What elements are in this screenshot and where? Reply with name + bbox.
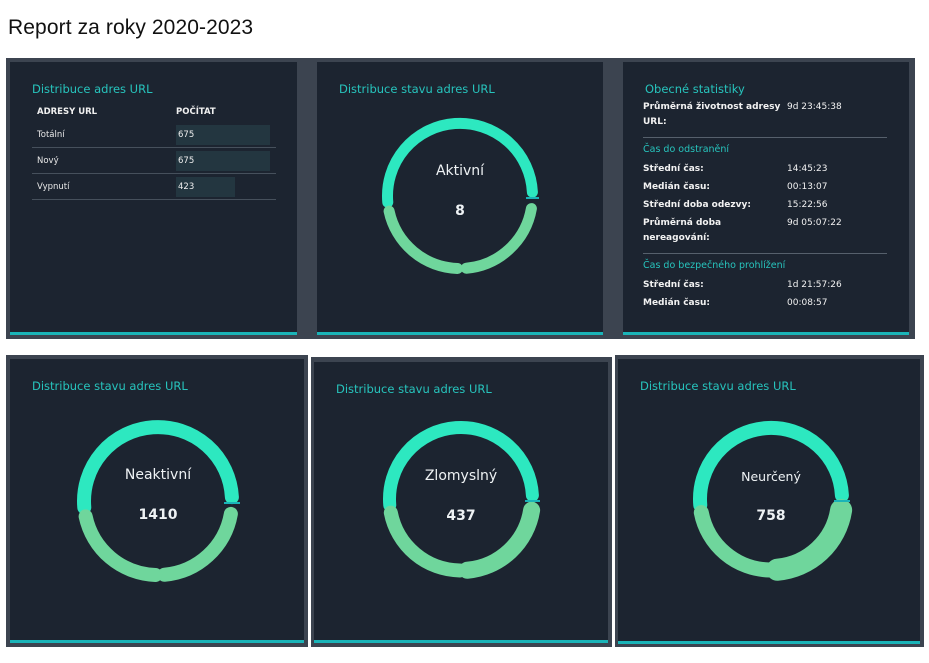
stat-value: 1d 21:57:26 <box>787 280 842 290</box>
status-donut-panel-malicious: Distribuce stavu adres URL Zlomyslný 437 <box>314 362 608 643</box>
row-count: 423 <box>178 181 195 192</box>
stat-row: Medián času: 00:13:07 <box>643 180 887 195</box>
count-bar <box>176 150 270 171</box>
panel-bottom-bar <box>618 641 920 644</box>
stat-row: Průměrná životnost adresy URL: 9d 23:45:… <box>643 100 887 130</box>
page-title: Report za roky 2020-2023 <box>8 16 254 39</box>
row-count: 675 <box>178 155 195 166</box>
count-bar <box>176 176 235 197</box>
stat-value: 00:13:07 <box>787 182 828 192</box>
url-distribution-panel: Distribuce adres URL ADRESY URL POČÍTAT … <box>10 62 297 335</box>
section-title-safe-browsing: Čas do bezpečného prohlížení <box>643 260 786 271</box>
section-title-removal: Čas do odstranění <box>643 144 730 155</box>
panel-bottom-bar <box>623 332 909 335</box>
status-donut-chart <box>383 421 541 579</box>
stat-row: Střední doba odezvy: 15:22:56 <box>643 198 887 213</box>
panel-bottom-bar <box>10 332 297 335</box>
stat-label: Střední čas: <box>643 164 704 174</box>
panel-title: Distribuce stavu adres URL <box>32 379 188 393</box>
donut-segment-top <box>77 420 239 515</box>
general-stats-panel: Obecné statistiky Průměrná životnost adr… <box>623 62 909 335</box>
panel-title: Distribuce adres URL <box>32 82 153 96</box>
donut-status-count: 8 <box>455 203 465 219</box>
row-label: Vypnutí <box>37 181 70 192</box>
stat-row: Průměrná doba nereagování: 9d 05:07:22 <box>643 216 887 246</box>
donut-segment-right <box>766 499 853 581</box>
donut-status-count: 1410 <box>138 507 178 523</box>
stat-label: Průměrná životnost adresy URL: <box>643 102 781 127</box>
stat-value: 15:22:56 <box>787 200 828 210</box>
column-header-count: POČÍTAT <box>176 107 216 117</box>
donut-segment-right <box>460 203 537 274</box>
donut-status-count: 437 <box>446 508 476 524</box>
donut-segment-top <box>693 420 849 513</box>
table-row: Totální 675 <box>32 122 276 148</box>
donut-segment-top <box>383 421 539 512</box>
count-bar <box>176 124 270 145</box>
donut-segment-top <box>381 117 538 208</box>
table-header: ADRESY URL POČÍTAT <box>32 102 276 122</box>
donut-status-label: Zlomyslný <box>424 468 498 484</box>
divider <box>643 253 887 254</box>
stat-label: Průměrná doba nereagování: <box>643 218 722 243</box>
donut-status-label: Neurčený <box>741 469 801 484</box>
table-row: Vypnutí 423 <box>32 174 276 200</box>
column-header-urls: ADRESY URL <box>37 107 98 117</box>
stat-label: Medián času: <box>643 182 710 192</box>
donut-segment-left <box>383 505 467 578</box>
stat-value: 00:08:57 <box>787 298 828 308</box>
status-donut-panel-active: Distribuce stavu adres URL Aktivní 8 <box>317 62 603 335</box>
panel-bottom-bar <box>317 332 603 335</box>
donut-segment-left <box>78 509 163 582</box>
stat-label: Střední doba odezvy: <box>643 200 751 210</box>
stat-label: Střední čas: <box>643 280 704 290</box>
status-donut-panel-inactive: Distribuce stavu adres URL Neaktivní 141… <box>10 359 304 643</box>
row-label: Nový <box>37 155 59 166</box>
status-donut-chart <box>381 117 539 274</box>
stat-value: 9d 23:45:38 <box>787 102 842 112</box>
stat-label: Medián času: <box>643 298 710 308</box>
table-row: Nový 675 <box>32 148 276 174</box>
stat-value: 9d 05:07:22 <box>787 218 842 228</box>
donut-segment-right <box>458 501 541 579</box>
status-donut-chart <box>77 420 240 582</box>
panel-bottom-bar <box>10 640 304 643</box>
panel-bottom-bar <box>314 640 608 643</box>
row-count: 675 <box>178 129 195 140</box>
stat-row: Střední čas: 1d 21:57:26 <box>643 278 887 293</box>
status-donut-chart <box>693 420 853 581</box>
stat-value: 14:45:23 <box>787 164 828 174</box>
donut-status-label: Aktivní <box>435 163 485 179</box>
panel-title: Obecné statistiky <box>645 82 745 96</box>
panel-title: Distribuce stavu adres URL <box>339 82 495 96</box>
divider <box>643 137 887 138</box>
panel-title: Distribuce stavu adres URL <box>640 379 796 393</box>
stat-row: Medián času: 00:08:57 <box>643 296 887 311</box>
stat-row: Střední čas: 14:45:23 <box>643 162 887 177</box>
url-table: ADRESY URL POČÍTAT Totální 675 Nový 675 … <box>32 102 276 200</box>
donut-segment-left <box>383 205 463 274</box>
row-label: Totální <box>37 129 65 140</box>
donut-status-label: Neaktivní <box>124 467 192 483</box>
donut-status-count: 758 <box>756 508 786 524</box>
status-donut-panel-undetermined: Distribuce stavu adres URL Neurčený 758 <box>618 359 920 644</box>
donut-segment-left <box>693 505 778 578</box>
stats-list: Průměrná životnost adresy URL: 9d 23:45:… <box>643 100 887 311</box>
donut-segment-right <box>157 506 238 582</box>
panel-title: Distribuce stavu adres URL <box>336 382 492 396</box>
